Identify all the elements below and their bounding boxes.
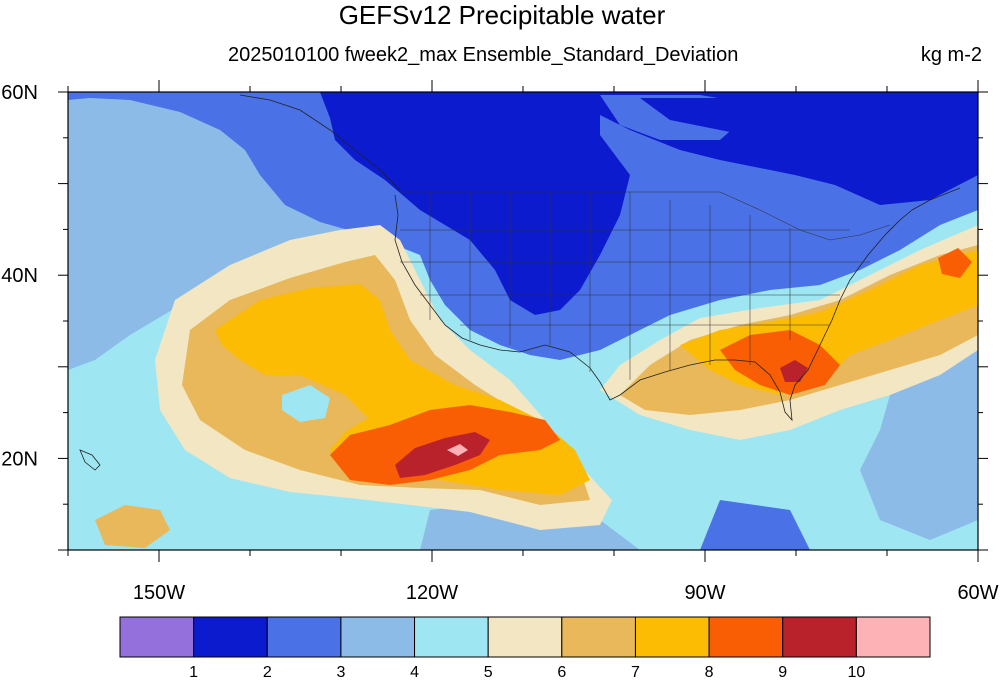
colorbar-label: 3 bbox=[336, 664, 345, 681]
colorbar-swatch bbox=[487, 616, 563, 658]
colorbar-label: 6 bbox=[557, 664, 566, 681]
colorbar: 1 2 3 4 5 6 7 8 9 10 bbox=[119, 616, 931, 681]
colorbar-label: 1 bbox=[189, 664, 198, 681]
colorbar-label: 7 bbox=[631, 664, 640, 681]
colorbar-swatch bbox=[119, 616, 195, 658]
lat-label: 40N bbox=[1, 265, 38, 287]
coastlines bbox=[79, 94, 961, 471]
colorbar-label: 10 bbox=[847, 664, 865, 681]
colorbar-swatch bbox=[414, 616, 489, 658]
field-level-11-eastern-pacific bbox=[447, 444, 468, 456]
state-borders bbox=[400, 191, 891, 380]
field-level-3-atlantic-south bbox=[700, 500, 810, 550]
colorbar-label: 5 bbox=[484, 664, 493, 681]
lon-label: 150W bbox=[133, 582, 185, 604]
colorbar-swatch bbox=[266, 616, 342, 658]
lat-label: 20N bbox=[1, 448, 38, 470]
colorbar-swatch bbox=[193, 616, 268, 658]
colorbar-swatch bbox=[634, 616, 710, 658]
colorbar-swatch bbox=[708, 616, 784, 658]
lon-label: 90W bbox=[684, 582, 725, 604]
units-label: kg m-2 bbox=[920, 44, 982, 66]
colorbar-swatch bbox=[855, 616, 931, 658]
field-level-5-pacific-hole bbox=[282, 385, 330, 422]
figure-title: GEFSv12 Precipitable water bbox=[338, 0, 666, 30]
colorbar-label: 8 bbox=[705, 664, 714, 681]
field-level-4-atlantic bbox=[860, 340, 978, 540]
colorbar-label: 4 bbox=[410, 664, 419, 681]
lat-label: 60N bbox=[1, 82, 38, 104]
map-axes: 60N 40N 20N 150W 120W 90W 60W bbox=[1, 80, 999, 604]
colorbar-label: 2 bbox=[263, 664, 272, 681]
lon-label: 120W bbox=[406, 582, 458, 604]
colorbar-swatch bbox=[561, 616, 636, 658]
field-level-7-bottom-left bbox=[95, 505, 170, 548]
colorbar-swatch bbox=[782, 616, 857, 658]
field-level-10-southeast-us bbox=[780, 360, 808, 382]
colorbar-label: 9 bbox=[778, 664, 787, 681]
map-panel bbox=[68, 92, 978, 550]
field-level-10-eastern-pacific bbox=[395, 432, 490, 478]
colorbar-swatch bbox=[340, 616, 416, 658]
figure-subtitle: 2025010100 fweek2_max Ensemble_Standard_… bbox=[228, 44, 739, 66]
field-level-9-atlantic-east bbox=[938, 248, 972, 278]
lon-label: 60W bbox=[957, 582, 998, 604]
field-level-2-hudson bbox=[640, 98, 950, 180]
